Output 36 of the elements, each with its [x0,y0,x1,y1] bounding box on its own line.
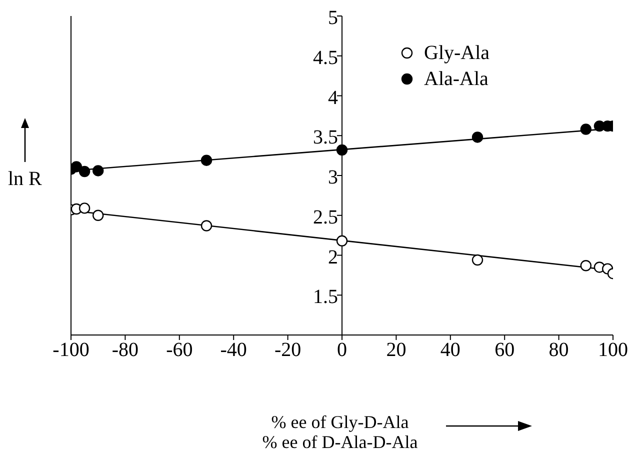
point [336,144,348,156]
y-tick-label: 1.5 [313,286,338,308]
y-tick-label: 3 [328,166,338,188]
y-tick-label: 4.5 [313,46,338,69]
y-tick-label: 2 [328,246,338,268]
y-axis-title: ln R [8,168,42,191]
x-tick-label: -40 [220,339,247,362]
point [472,254,484,266]
point [472,132,484,143]
point [92,210,104,221]
point [78,166,90,178]
x-tick-label: -20 [274,339,302,362]
y-tick-label: 5 [328,7,338,29]
y-tick-label: 3.5 [313,126,338,149]
x-tick-label: 40 [440,339,460,362]
x-tick-label: 80 [548,339,569,362]
x-tick-label: 0 [337,339,347,362]
point [71,161,82,172]
point [78,202,90,214]
legend-label: Gly-Ala [424,42,490,64]
x-tick-label: 20 [386,339,406,362]
x-tick-label: 60 [494,339,515,362]
y-tick-label: 2.5 [313,206,338,228]
x-tick-label: -80 [112,339,139,362]
point [580,124,592,135]
x-tick-label: -100 [52,339,90,362]
x-tick-label: -60 [166,339,193,362]
point [336,235,348,246]
point [200,154,212,166]
point [580,260,592,272]
y-tick-label: 4 [328,86,338,109]
point [200,220,212,232]
x-axis-title: % ee of Gly-D-Ala % ee of D-Ala-D-Ala [261,412,419,452]
point [92,165,104,176]
legend-label: Ala-Ala [424,68,488,90]
x-tick-label: 100 [598,339,628,362]
